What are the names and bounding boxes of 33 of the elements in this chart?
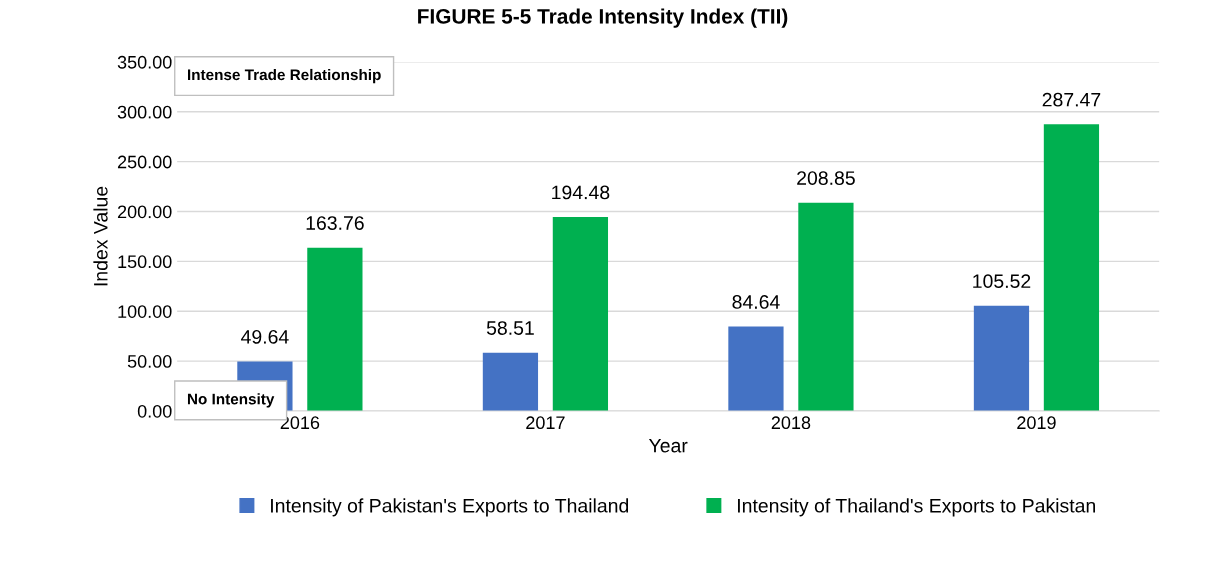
y-tick-label: 250.00 xyxy=(117,155,172,169)
annotation: No Intensity xyxy=(187,393,275,408)
bar xyxy=(307,247,363,411)
data-label: 58.51 xyxy=(486,321,534,335)
y-tick-label: 150.00 xyxy=(118,255,172,269)
data-label: 163.76 xyxy=(306,216,364,230)
y-tick-label: 350.00 xyxy=(117,55,172,69)
chart-title: FIGURE 5-5 Trade Intensity Index (TII) xyxy=(418,8,788,28)
y-tick-label: 300.00 xyxy=(117,105,172,119)
y-axis-title: Index Value xyxy=(93,186,108,286)
x-tick-label: 2017 xyxy=(526,416,565,430)
data-label: 194.48 xyxy=(552,185,610,200)
x-axis-title: Year xyxy=(648,438,688,453)
annotation: Intense Trade Relationship xyxy=(187,68,381,84)
x-tick-label: 2019 xyxy=(1017,416,1056,430)
y-tick-label: 200.00 xyxy=(117,205,172,219)
legend-label: Intensity of Thailand's Exports to Pakistan xyxy=(738,498,1095,517)
data-label: 84.64 xyxy=(732,295,780,309)
y-tick-label: 0.00 xyxy=(137,404,172,418)
bar xyxy=(552,217,609,411)
bar xyxy=(482,352,539,411)
data-label: 208.85 xyxy=(797,171,855,185)
bar xyxy=(973,305,1030,411)
bar xyxy=(798,202,854,411)
data-label: 105.52 xyxy=(973,274,1031,289)
data-label: 287.47 xyxy=(1042,92,1101,107)
legend-label: Intensity of Pakistan's Exports to Thailand xyxy=(271,498,629,517)
y-tick-label: 50.00 xyxy=(127,355,172,368)
bar xyxy=(1043,124,1100,411)
data-label: 49.64 xyxy=(241,329,289,344)
x-tick-label: 2018 xyxy=(771,416,811,430)
y-tick-label: 100.00 xyxy=(118,305,172,318)
bar xyxy=(728,326,784,411)
